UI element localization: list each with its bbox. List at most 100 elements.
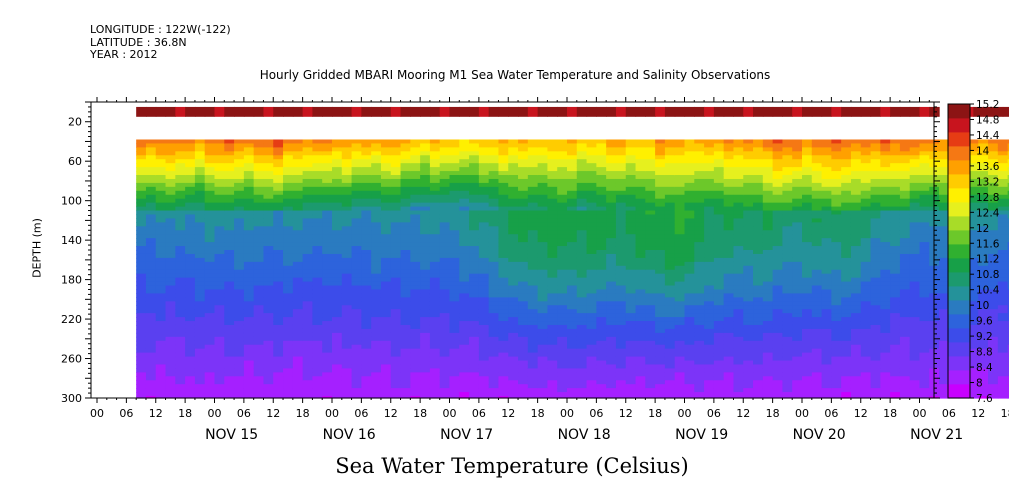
heatmap-cell bbox=[596, 257, 607, 263]
heatmap-cell bbox=[351, 344, 362, 350]
heatmap-cell bbox=[145, 269, 157, 275]
heatmap-cell bbox=[606, 159, 617, 164]
heatmap-cell bbox=[625, 328, 637, 334]
heatmap-cell bbox=[429, 344, 441, 350]
heatmap-cell bbox=[400, 332, 411, 338]
heatmap-cell bbox=[606, 230, 617, 235]
heatmap-cell bbox=[488, 297, 500, 302]
heatmap-cell bbox=[224, 155, 235, 160]
heatmap-cell bbox=[155, 198, 167, 204]
heatmap-cell bbox=[664, 214, 676, 220]
heatmap-cell bbox=[322, 238, 333, 243]
heatmap-cell bbox=[782, 392, 793, 397]
heatmap-cell bbox=[371, 269, 382, 275]
heatmap-cell bbox=[713, 396, 725, 399]
heatmap-cell bbox=[469, 139, 480, 145]
heatmap-cell bbox=[429, 210, 441, 216]
heatmap-cell bbox=[518, 277, 529, 283]
heatmap-cell bbox=[400, 242, 411, 247]
heatmap-cell bbox=[527, 380, 539, 385]
heatmap-cell bbox=[214, 178, 225, 184]
heatmap-cell bbox=[351, 364, 362, 369]
heatmap-cell bbox=[283, 214, 294, 220]
heatmap-cell bbox=[420, 285, 431, 291]
heatmap-cell bbox=[292, 171, 304, 176]
heatmap-cell bbox=[792, 376, 803, 381]
heatmap-cell bbox=[302, 198, 314, 204]
heatmap-cell bbox=[283, 230, 294, 235]
heatmap-cell bbox=[302, 210, 314, 216]
heatmap-cell bbox=[655, 230, 666, 235]
heatmap-cell bbox=[175, 261, 186, 267]
heatmap-cell bbox=[498, 336, 509, 342]
heatmap-cell bbox=[234, 210, 245, 216]
heatmap-cell bbox=[243, 155, 255, 160]
heatmap-cell bbox=[165, 332, 176, 338]
heatmap-cell bbox=[743, 167, 754, 172]
heatmap-cell bbox=[655, 171, 666, 176]
heatmap-cell bbox=[361, 372, 372, 377]
heatmap-cell bbox=[341, 182, 353, 188]
heatmap-cell bbox=[841, 182, 852, 188]
heatmap-cell bbox=[723, 151, 735, 156]
heatmap-cell bbox=[341, 348, 353, 354]
heatmap-cell bbox=[723, 273, 735, 279]
heatmap-cell bbox=[145, 143, 157, 148]
heatmap-cell bbox=[488, 261, 500, 267]
heatmap-cell bbox=[253, 301, 265, 306]
heatmap-cell bbox=[361, 340, 372, 346]
heatmap-cell bbox=[733, 206, 744, 212]
heatmap-cell bbox=[567, 277, 578, 283]
heatmap-cell bbox=[380, 234, 392, 239]
heatmap-cell bbox=[713, 317, 725, 322]
heatmap-cell bbox=[429, 167, 441, 172]
heatmap-cell bbox=[821, 226, 832, 231]
heatmap-cell bbox=[704, 368, 715, 373]
heatmap-cell bbox=[860, 289, 872, 295]
heatmap-cell bbox=[175, 305, 186, 310]
heatmap-cell bbox=[469, 175, 480, 180]
heatmap-cell bbox=[332, 388, 343, 393]
heatmap-cell bbox=[449, 210, 460, 216]
heatmap-cell bbox=[400, 151, 411, 156]
heatmap-cell bbox=[664, 328, 676, 334]
heatmap-cell bbox=[165, 297, 176, 302]
heatmap-cell bbox=[792, 372, 803, 377]
heatmap-cell bbox=[400, 340, 411, 346]
heatmap-cell bbox=[782, 194, 793, 200]
heatmap-cell bbox=[498, 230, 509, 235]
heatmap-cell bbox=[576, 210, 588, 216]
heatmap-cell bbox=[802, 246, 813, 251]
heatmap-cell bbox=[527, 222, 539, 227]
heatmap-cell bbox=[802, 269, 813, 275]
heatmap-cell bbox=[420, 356, 431, 362]
heatmap-cell bbox=[664, 155, 676, 160]
heatmap-cell bbox=[469, 218, 480, 223]
heatmap-cell bbox=[615, 210, 627, 216]
heatmap-cell bbox=[802, 364, 813, 369]
heatmap-cell bbox=[811, 364, 823, 369]
heatmap-cell bbox=[439, 348, 451, 354]
heatmap-cell bbox=[234, 384, 245, 389]
heatmap-cell bbox=[596, 230, 607, 235]
heatmap-cell bbox=[557, 206, 568, 212]
heatmap-cell bbox=[860, 352, 872, 358]
heatmap-cell bbox=[792, 384, 803, 389]
heatmap-cell bbox=[606, 281, 617, 287]
heatmap-cell bbox=[136, 222, 147, 227]
heatmap-cell bbox=[145, 313, 157, 318]
heatmap-cell bbox=[165, 309, 176, 314]
heatmap-cell bbox=[165, 305, 176, 310]
heatmap-cell bbox=[459, 328, 470, 334]
heatmap-cell bbox=[488, 218, 500, 223]
heatmap-cell bbox=[155, 222, 167, 227]
heatmap-cell bbox=[273, 178, 284, 184]
heatmap-cell bbox=[390, 226, 402, 231]
heatmap-cell bbox=[615, 250, 627, 255]
heatmap-cell bbox=[870, 226, 881, 231]
heatmap-cell bbox=[145, 332, 157, 338]
heatmap-cell bbox=[361, 360, 372, 366]
heatmap-cell bbox=[371, 328, 382, 334]
heatmap-cell bbox=[821, 250, 832, 255]
heatmap-cell bbox=[655, 214, 666, 220]
